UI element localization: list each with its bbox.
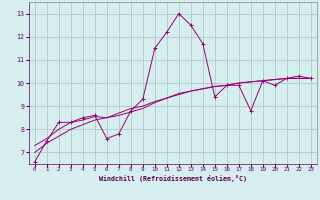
- X-axis label: Windchill (Refroidissement éolien,°C): Windchill (Refroidissement éolien,°C): [99, 175, 247, 182]
